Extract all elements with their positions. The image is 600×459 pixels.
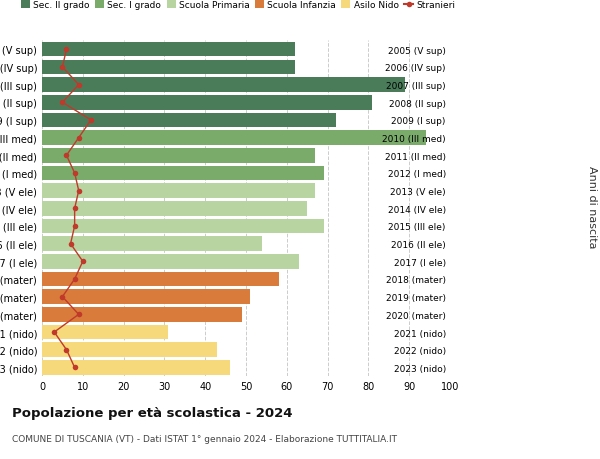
Bar [42, 166, 323, 181]
Bar [42, 96, 373, 110]
Bar [42, 131, 425, 146]
Bar [42, 149, 316, 163]
Bar [42, 308, 242, 322]
Bar [42, 325, 169, 340]
Bar [42, 202, 307, 216]
Bar [42, 78, 405, 93]
Text: Anni di nascita: Anni di nascita [587, 165, 597, 248]
Bar [42, 237, 262, 252]
Bar [42, 184, 316, 198]
Bar [42, 343, 217, 357]
Bar [42, 255, 299, 269]
Bar [42, 61, 295, 75]
Bar [42, 290, 250, 304]
Bar [42, 272, 278, 286]
Bar [42, 43, 295, 57]
Bar [42, 360, 230, 375]
Text: Popolazione per età scolastica - 2024: Popolazione per età scolastica - 2024 [12, 406, 293, 419]
Bar [42, 219, 323, 234]
Legend: Sec. II grado, Sec. I grado, Scuola Primaria, Scuola Infanzia, Asilo Nido, Stran: Sec. II grado, Sec. I grado, Scuola Prim… [17, 0, 459, 14]
Bar [42, 113, 336, 128]
Text: COMUNE DI TUSCANIA (VT) - Dati ISTAT 1° gennaio 2024 - Elaborazione TUTTITALIA.I: COMUNE DI TUSCANIA (VT) - Dati ISTAT 1° … [12, 434, 397, 443]
